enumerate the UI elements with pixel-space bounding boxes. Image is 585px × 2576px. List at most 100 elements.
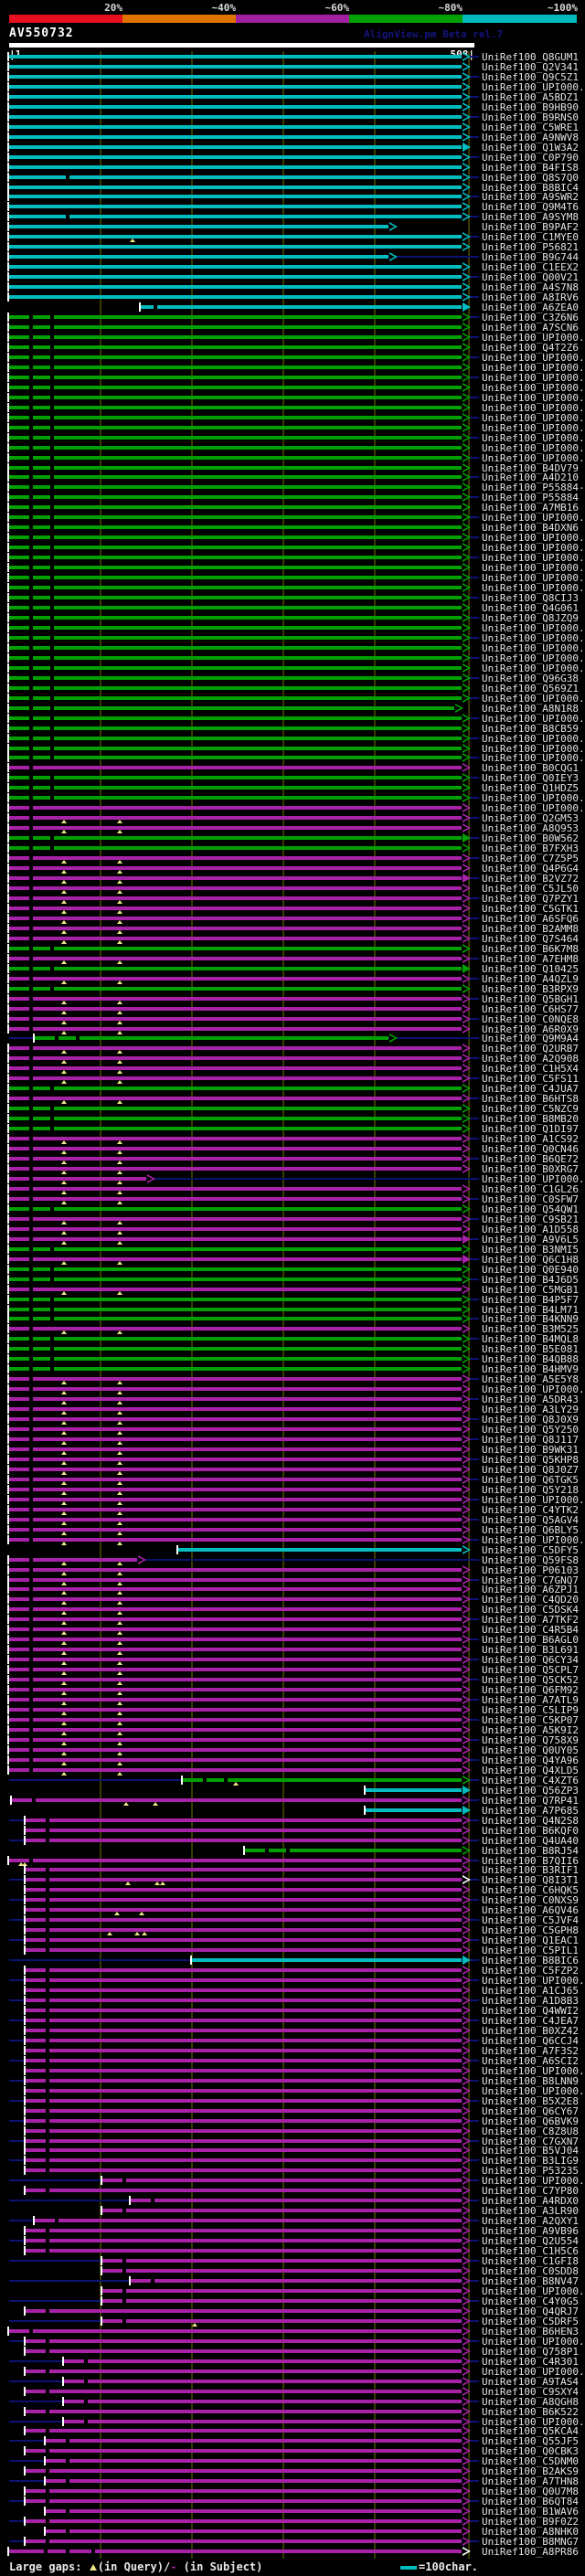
hit-bar[interactable] [9,886,462,890]
hit-label[interactable]: UniRef100_P56821 [482,241,579,253]
hit-bar[interactable] [9,696,462,700]
hit-bar[interactable] [9,626,462,630]
hit-bar[interactable] [9,1528,462,1532]
hit-label[interactable]: UniRef100_C5GPH8 [482,1924,579,1936]
hit-bar[interactable] [26,2009,462,2012]
hit-bar[interactable] [26,2189,462,2192]
hit-label[interactable]: UniRef100_A6SCI2 [482,2055,579,2067]
hit-label[interactable]: UniRef100_UPI000.. [482,332,585,344]
hit-bar[interactable] [26,1839,462,1842]
hit-bar[interactable] [9,917,462,920]
hit-label[interactable]: UniRef100_UPI000.. [482,2366,585,2378]
hit-label[interactable]: UniRef100_C1GFI8 [482,2255,579,2267]
hit-label[interactable]: UniRef100_Q4UA40 [482,1835,579,1847]
hit-label[interactable]: UniRef100_Q8CIJ3 [482,592,579,604]
hit-bar[interactable] [9,1298,462,1301]
hit-label[interactable]: UniRef100_B8MB20 [482,1113,579,1125]
hit-bar[interactable] [9,535,462,539]
hit-bar[interactable] [9,957,462,960]
hit-bar[interactable] [9,1437,462,1441]
hit-label[interactable]: UniRef100_C0P790 [482,152,579,164]
hit-label[interactable]: UniRef100_UPI000.. [482,582,585,594]
hit-label[interactable]: UniRef100_A6ZEA0 [482,302,579,313]
hit-bar[interactable] [9,436,462,440]
hit-label[interactable]: UniRef100_B8CB59 [482,723,579,735]
hit-label[interactable]: UniRef100_Q5CK52 [482,1674,579,1686]
hit-bar[interactable] [9,806,462,810]
hit-label[interactable]: UniRef100_B4KNN9 [482,1313,579,1325]
hit-bar[interactable] [9,1587,462,1591]
hit-bar[interactable] [26,1888,462,1892]
hit-label[interactable]: UniRef100_A9SWR2 [482,191,579,203]
hit-label[interactable]: UniRef100_Q5CPL7 [482,1664,579,1676]
hit-label[interactable]: UniRef100_B5E081 [482,1343,579,1355]
hit-bar[interactable] [26,1928,462,1932]
hit-label[interactable]: UniRef100_UPI000.. [482,733,585,745]
hit-label[interactable]: UniRef100_B2AMM8 [482,923,579,935]
hit-bar[interactable] [26,2029,462,2032]
hit-label[interactable]: UniRef100_B7FXH3 [482,843,579,854]
hit-label[interactable]: UniRef100_B4MQL8 [482,1333,579,1345]
hit-bar[interactable] [9,345,462,349]
hit-label[interactable]: UniRef100_B7QII6 [482,1855,579,1867]
hit-bar[interactable] [26,1829,462,1832]
hit-bar[interactable] [9,1488,462,1491]
hit-label[interactable]: UniRef100_Q7RP41 [482,1795,579,1807]
hit-bar[interactable] [9,1698,462,1701]
hit-bar[interactable] [9,1658,462,1661]
hit-bar[interactable] [64,2359,462,2363]
hit-label[interactable]: UniRef100_C5FS11 [482,1073,579,1085]
hit-label[interactable]: UniRef100_B6KQF0 [482,1825,579,1837]
hit-bar[interactable] [9,1538,462,1542]
hit-bar[interactable] [9,1518,462,1521]
hit-label[interactable]: UniRef100_A7THN8 [482,2475,579,2487]
hit-label[interactable]: UniRef100_A5K9I2 [482,1724,579,1736]
hit-label[interactable]: UniRef100_P06103 [482,1564,579,1576]
hit-bar[interactable] [26,2079,462,2083]
hit-bar[interactable] [9,1277,462,1281]
hit-bar[interactable] [26,2039,462,2042]
hit-label[interactable]: UniRef100_A5E5Y8 [482,1373,579,1385]
hit-bar[interactable] [9,475,462,479]
hit-bar[interactable] [9,485,462,489]
hit-bar[interactable] [9,1288,462,1291]
hit-label[interactable]: UniRef100_C5PIL1 [482,1945,579,1956]
hit-bar[interactable] [26,1978,462,1982]
hit-bar[interactable] [102,2209,462,2212]
hit-label[interactable]: UniRef100_UPI000.. [482,2065,585,2077]
hit-label[interactable]: UniRef100_A5DR43 [482,1394,579,1405]
hit-label[interactable]: UniRef100_C1H5X4 [482,1063,579,1075]
hit-bar[interactable] [9,456,462,460]
hit-label[interactable]: UniRef100_UPI000.. [482,2336,585,2348]
hit-label[interactable]: UniRef100_UPI000.. [482,392,585,404]
hit-bar[interactable] [9,1578,462,1582]
hit-bar[interactable] [9,896,462,900]
hit-bar[interactable] [9,105,462,109]
hit-label[interactable]: UniRef100_A9V6L5 [482,1234,579,1246]
hit-label[interactable]: UniRef100_C5FZP2 [482,1965,579,1977]
hit-bar[interactable] [9,396,462,399]
hit-bar[interactable] [46,2439,462,2443]
hit-label[interactable]: UniRef100_UPI000.. [482,2416,585,2428]
hit-label[interactable]: UniRef100_C4XZT6 [482,1775,579,1786]
hit-bar[interactable] [26,2489,462,2493]
hit-label[interactable]: UniRef100_Q8J0X9 [482,1414,579,1426]
hit-label[interactable]: UniRef100_UPI000.. [482,412,585,424]
hit-label[interactable]: UniRef100_Q0U7M8 [482,2486,579,2497]
hit-bar[interactable] [183,1778,462,1782]
hit-bar[interactable] [9,265,462,269]
hit-bar[interactable] [9,2329,462,2333]
hit-label[interactable]: UniRef100_UPI000.. [482,1975,585,1987]
hit-label[interactable]: UniRef100_UPI000.. [482,532,585,544]
hit-label[interactable]: UniRef100_UPI000.. [482,81,585,93]
hit-bar[interactable] [9,235,462,239]
hit-label[interactable]: UniRef100_A7EHM8 [482,953,579,965]
hit-bar[interactable] [26,2369,462,2373]
hit-label[interactable]: UniRef100_Q8J117 [482,1434,579,1446]
hit-label[interactable]: UniRef100_A1CJ65 [482,1985,579,1997]
hit-bar[interactable] [9,1227,462,1231]
hit-bar[interactable] [9,716,462,720]
hit-bar[interactable] [9,315,462,319]
hit-label[interactable]: UniRef100_C4JEA7 [482,2015,579,2027]
hit-bar[interactable] [9,997,462,1001]
